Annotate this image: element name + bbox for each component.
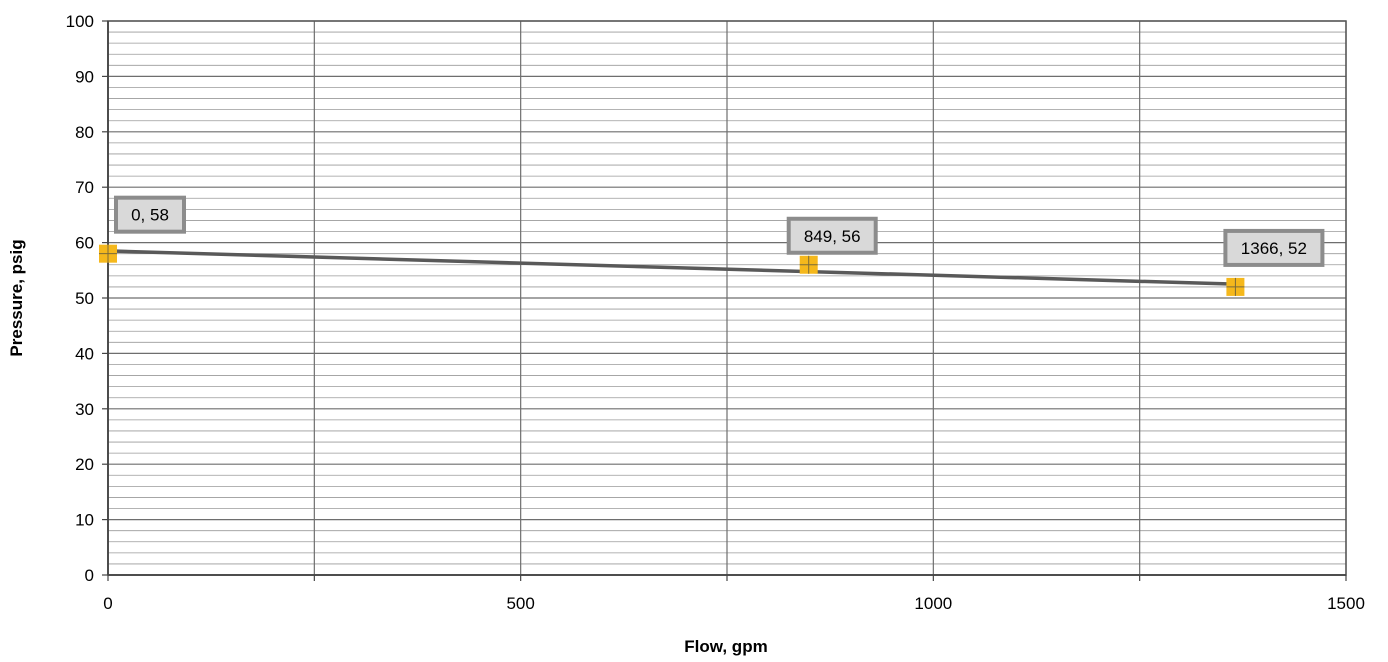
x-tick-label: 500 bbox=[506, 594, 534, 613]
data-label: 1366, 52 bbox=[1223, 228, 1325, 267]
data-label-box bbox=[786, 216, 878, 255]
axes bbox=[102, 20, 1347, 581]
data-label-text: 1366, 52 bbox=[1241, 239, 1307, 258]
data-label: 0, 58 bbox=[114, 195, 186, 234]
y-tick-label: 30 bbox=[75, 400, 94, 419]
data-label-box bbox=[114, 195, 186, 234]
y-axis-title: Pressure, psig bbox=[7, 239, 26, 356]
y-tick-label: 40 bbox=[75, 344, 94, 363]
y-tick-label: 90 bbox=[75, 67, 94, 86]
y-tick-label: 70 bbox=[75, 178, 94, 197]
y-tick-label: 80 bbox=[75, 123, 94, 142]
data-label-text: 0, 58 bbox=[131, 206, 169, 225]
data-label-text: 849, 56 bbox=[804, 227, 861, 246]
data-point-marker bbox=[799, 255, 818, 274]
trendline bbox=[106, 249, 1238, 286]
x-tick-label: 1500 bbox=[1327, 594, 1365, 613]
grid bbox=[107, 20, 1347, 576]
data-labels: 0, 58 849, 56 1366, 52 bbox=[114, 195, 1325, 267]
x-axis-title: Flow, gpm bbox=[684, 637, 767, 656]
data-point-marker bbox=[1226, 277, 1245, 296]
data-point-marker bbox=[99, 244, 117, 263]
data-label-box bbox=[1223, 228, 1325, 267]
y-tick-label: 100 bbox=[66, 12, 94, 31]
y-tick-label: 20 bbox=[75, 455, 94, 474]
markers bbox=[99, 244, 1245, 296]
data-label: 849, 56 bbox=[786, 216, 878, 255]
x-tick-label: 1000 bbox=[914, 594, 952, 613]
y-tick-label: 60 bbox=[75, 234, 94, 253]
x-tick-label: 0 bbox=[103, 594, 112, 613]
y-tick-label: 50 bbox=[75, 289, 94, 308]
y-tick-label: 0 bbox=[85, 566, 94, 585]
trendline-group bbox=[106, 249, 1238, 286]
y-tick-label: 10 bbox=[75, 511, 94, 530]
